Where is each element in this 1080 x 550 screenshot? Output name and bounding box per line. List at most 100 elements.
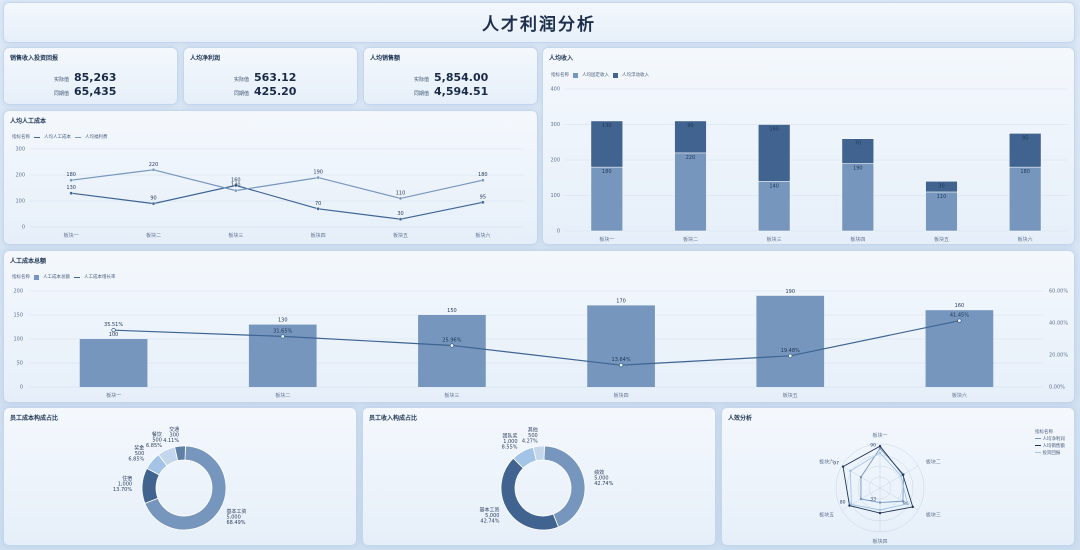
legend-item: 人均人工成本 bbox=[44, 135, 71, 140]
income-structure-panel: 员工收入构成占比 绩效 5,000 42.74% 基本工资 5,000 42.74% 团队奖… bbox=[362, 407, 716, 546]
radar-axis-label: 板块二 bbox=[926, 459, 941, 466]
bar-segment bbox=[925, 191, 958, 232]
radar-axis-label: 板块六 bbox=[819, 459, 834, 466]
kpi-card-net-profit: 人均净利润 实际值 563.12 同期值 425.20 bbox=[183, 47, 358, 105]
data-label: 100 bbox=[109, 332, 119, 338]
x-tick-label: 板块三 bbox=[228, 232, 243, 239]
radar-point bbox=[878, 501, 882, 504]
kpi-compare-label: 同期值 bbox=[413, 91, 429, 97]
y2-tick-label: 0.00% bbox=[1049, 385, 1065, 391]
legend-swatch bbox=[613, 72, 618, 78]
slice-label-line: 42.74% bbox=[480, 518, 499, 524]
slice-label: 交通 300 4.11% bbox=[163, 426, 179, 444]
data-label: 90 bbox=[150, 196, 156, 202]
radar-point bbox=[841, 465, 845, 468]
slice-label: 其他 500 4.27% bbox=[522, 426, 538, 444]
bar-segment bbox=[841, 138, 874, 164]
data-label: 95 bbox=[480, 194, 486, 200]
chart-legend: 指标名称 人工成本总额 人工成本增长率 bbox=[12, 274, 116, 280]
radar-series bbox=[860, 447, 905, 503]
data-label: 31.65% bbox=[273, 328, 292, 334]
data-point bbox=[398, 217, 403, 221]
data-label: 30 bbox=[397, 211, 403, 217]
legend-item: 人均净利润 bbox=[1042, 437, 1065, 442]
x-tick-label: 板块四 bbox=[850, 236, 865, 243]
data-label: 150 bbox=[447, 308, 457, 314]
y2-tick-label: 20.00% bbox=[1049, 353, 1068, 359]
data-point bbox=[111, 327, 116, 333]
donut-slice bbox=[174, 445, 186, 462]
data-label: 130 bbox=[66, 185, 76, 191]
series-line bbox=[71, 184, 483, 220]
data-label: 190 bbox=[785, 289, 795, 295]
y-tick-label: 200 bbox=[15, 173, 25, 179]
data-label: 130 bbox=[278, 318, 288, 324]
y-tick-label: 200 bbox=[550, 158, 560, 164]
kpi-compare-value: 425.20 bbox=[254, 85, 297, 98]
income-donut-chart: 绩效 5,000 42.74%基本工资 5,000 42.74%团队奖 1,000 8.55… bbox=[479, 426, 614, 531]
bar-segment bbox=[674, 120, 707, 154]
bar-segment bbox=[758, 124, 791, 182]
legend-item: 投资回报 bbox=[1042, 451, 1061, 456]
radar-point bbox=[850, 503, 853, 506]
data-label: 25.96% bbox=[442, 337, 461, 343]
data-label: 140 bbox=[769, 183, 779, 189]
data-label: 190 bbox=[853, 166, 863, 172]
radar-axis bbox=[879, 465, 919, 489]
cost-donut-chart: 基本工资 5,000 68.49%住宿 1,000 13.70%奖金 500 6.85%餐饮… bbox=[113, 426, 246, 531]
radar-axis-label: 板块四 bbox=[872, 538, 887, 545]
data-label: 190 bbox=[313, 170, 323, 176]
panel-title: 人工成本总额 bbox=[10, 258, 47, 265]
slice-label-line: 餐饮 bbox=[152, 431, 162, 438]
data-point bbox=[280, 334, 285, 339]
panel-title: 人效分析 bbox=[728, 415, 753, 422]
y-tick-label: 0 bbox=[557, 229, 560, 235]
slice-label-line: 6.85% bbox=[146, 443, 162, 449]
kpi-card-sales: 人均销售额 实际值 5,854.00 同期值 4,594.51 bbox=[363, 47, 538, 105]
bar-segment bbox=[841, 163, 874, 232]
bar-segment bbox=[590, 120, 623, 168]
radar-axis-label: 板块五 bbox=[819, 512, 834, 519]
bar-segment bbox=[925, 181, 958, 193]
data-label: 30 bbox=[938, 183, 944, 189]
kpi-title: 人均净利润 bbox=[190, 55, 221, 62]
y-tick-label: 300 bbox=[15, 147, 25, 153]
legend-swatch bbox=[1035, 438, 1041, 439]
data-label: 180 bbox=[1020, 169, 1030, 175]
data-point bbox=[618, 362, 624, 368]
panel-title: 员工收入构成占比 bbox=[369, 415, 418, 422]
slice-label-line: 68.49% bbox=[226, 520, 245, 526]
bar-segment bbox=[674, 152, 707, 232]
legend-item: 人工成本总额 bbox=[43, 275, 70, 280]
data-label: 19.48% bbox=[781, 348, 800, 354]
data-label: 110 bbox=[937, 194, 947, 200]
bar-segment bbox=[590, 166, 623, 232]
donut-slice bbox=[144, 445, 227, 531]
data-label: 160 bbox=[955, 303, 965, 309]
slice-label: 住宿 1,000 13.70% bbox=[113, 475, 132, 493]
data-label: 220 bbox=[149, 162, 159, 168]
data-point bbox=[234, 188, 238, 193]
data-label: 160 bbox=[769, 127, 779, 133]
data-label: 140 bbox=[231, 183, 241, 189]
kpi-card-sales-roi: 销售收入投资回报 实际值 85,263 同期值 65,435 bbox=[3, 47, 178, 105]
x-tick-label: 板块三 bbox=[767, 236, 782, 243]
kpi-title: 人均销售额 bbox=[370, 55, 401, 62]
slice-label-line: 绩效 bbox=[594, 469, 604, 476]
x-tick-label: 板块五 bbox=[783, 392, 798, 399]
legend-entry: 投资回报 bbox=[1035, 450, 1065, 457]
radar-axis-label: 板块一 bbox=[872, 432, 887, 439]
legend-item: 人均福利费 bbox=[85, 135, 108, 140]
kpi-actual-label: 实际值 bbox=[413, 77, 429, 83]
bar bbox=[925, 310, 994, 387]
x-tick-label: 板块五 bbox=[393, 232, 408, 239]
growth-line bbox=[113, 320, 960, 366]
x-tick-label: 板块六 bbox=[475, 232, 490, 239]
x-tick-label: 板块一 bbox=[64, 232, 79, 239]
legend-title: 指标名称 bbox=[551, 73, 569, 78]
y-tick-label: 400 bbox=[550, 87, 560, 93]
combo-chart: 0 50 100 150 200 0.00% 20.00% 40.00% 60.00% 100 板块… bbox=[13, 289, 1068, 400]
y-tick-label: 0 bbox=[20, 385, 23, 391]
slice-label: 餐饮 500 6.85% bbox=[146, 431, 162, 449]
x-tick-label: 板块五 bbox=[934, 236, 949, 243]
